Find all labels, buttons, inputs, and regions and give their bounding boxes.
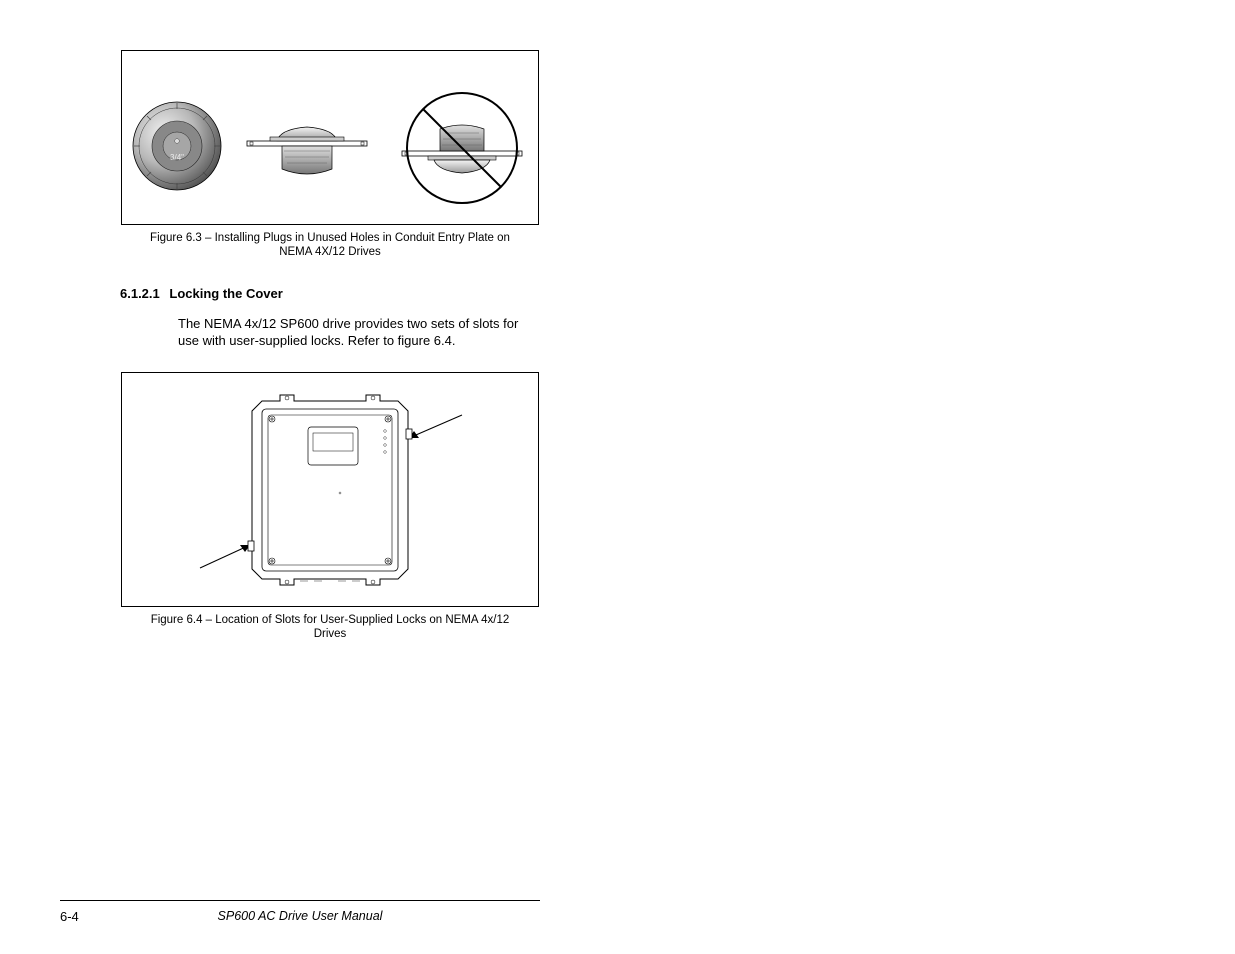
plug-side-correct [247,127,367,174]
figure-6-3: 3/4" [121,50,539,225]
plug-front-view: 3/4" [133,102,221,190]
figure-6-3-caption-l1: Figure 6.3 – Installing Plugs in Unused … [150,232,510,244]
plug-install-diagram: 3/4" [122,51,540,226]
page-number: 6-4 [60,909,79,924]
figure-6-4-caption: Figure 6.4 – Location of Slots for User-… [121,613,539,642]
page-footer: 6-4 SP600 AC Drive User Manual [60,909,540,924]
figure-6-4-caption-l1: Figure 6.4 – Location of Slots for User-… [151,614,510,626]
arrow-left [200,545,250,568]
manual-title: SP600 AC Drive User Manual [60,909,540,923]
section-number: 6.1.2.1 [120,286,160,301]
lock-slot-diagram [122,373,540,608]
arrow-right [409,415,462,438]
section-heading: 6.1.2.1 Locking the Cover [120,286,540,301]
figure-6-3-caption: Figure 6.3 – Installing Plugs in Unused … [121,231,539,260]
plug-size-label: 3/4" [170,153,184,162]
plug-side-wrong [402,93,522,203]
figure-6-3-caption-l2: NEMA 4X/12 Drives [279,246,381,258]
section-title: Locking the Cover [169,286,282,301]
figure-6-4-caption-l2: Drives [314,628,347,640]
footer-rule [60,900,540,901]
figure-6-4 [121,372,539,607]
drive-enclosure [248,395,412,585]
section-paragraph: The NEMA 4x/12 SP600 drive provides two … [178,315,540,350]
